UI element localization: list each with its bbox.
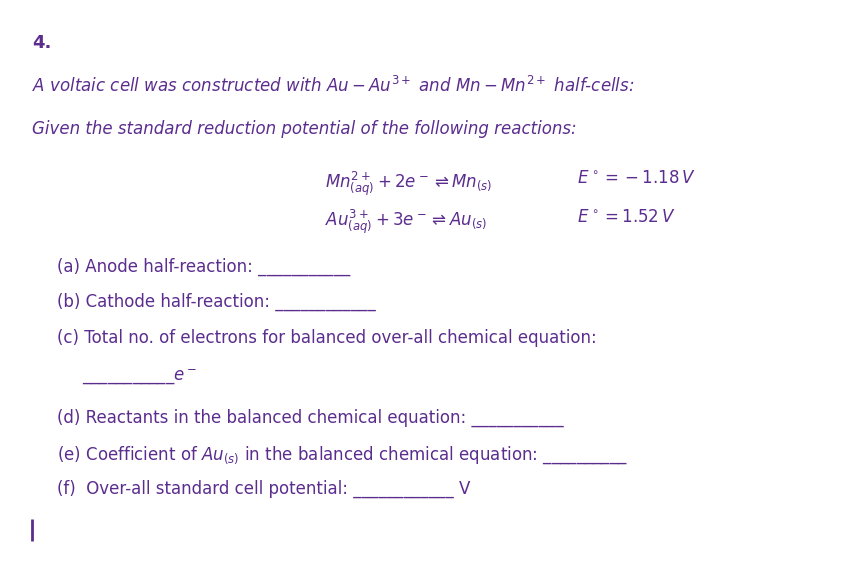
Text: (d) Reactants in the balanced chemical equation: ___________: (d) Reactants in the balanced chemical e…: [57, 408, 564, 427]
Text: $E^\circ = 1.52\,V$: $E^\circ = 1.52\,V$: [577, 208, 676, 226]
Text: ___________$e^-$: ___________$e^-$: [83, 367, 198, 387]
Text: (f)  Over-all standard cell potential: ____________ V: (f) Over-all standard cell potential: __…: [57, 480, 470, 499]
Text: $E^\circ = -1.18\,V$: $E^\circ = -1.18\,V$: [577, 169, 696, 187]
Text: $Au^{3+}_{(aq)} + 3e^- \rightleftharpoons Au_{(s)}$: $Au^{3+}_{(aq)} + 3e^- \rightleftharpoon…: [325, 208, 487, 236]
Text: (e) Coefficient of $Au_{(s)}$ in the balanced chemical equation: __________: (e) Coefficient of $Au_{(s)}$ in the bal…: [57, 444, 628, 466]
Text: A voltaic cell was constructed with $Au-Au^{3+}$ and $Mn-Mn^{2+}$ half-cells:: A voltaic cell was constructed with $Au-…: [32, 76, 635, 96]
Text: (a) Anode half-reaction: ___________: (a) Anode half-reaction: ___________: [57, 257, 350, 275]
Text: 4.: 4.: [32, 34, 51, 52]
Text: (b) Cathode half-reaction: ____________: (b) Cathode half-reaction: ____________: [57, 293, 376, 311]
Text: $Mn^{2+}_{(aq)} + 2e^- \rightleftharpoons Mn_{(s)}$: $Mn^{2+}_{(aq)} + 2e^- \rightleftharpoon…: [325, 169, 492, 197]
Text: Given the standard reduction potential of the following reactions:: Given the standard reduction potential o…: [32, 120, 577, 138]
Text: (c) Total no. of electrons for balanced over-all chemical equation:: (c) Total no. of electrons for balanced …: [57, 329, 597, 347]
